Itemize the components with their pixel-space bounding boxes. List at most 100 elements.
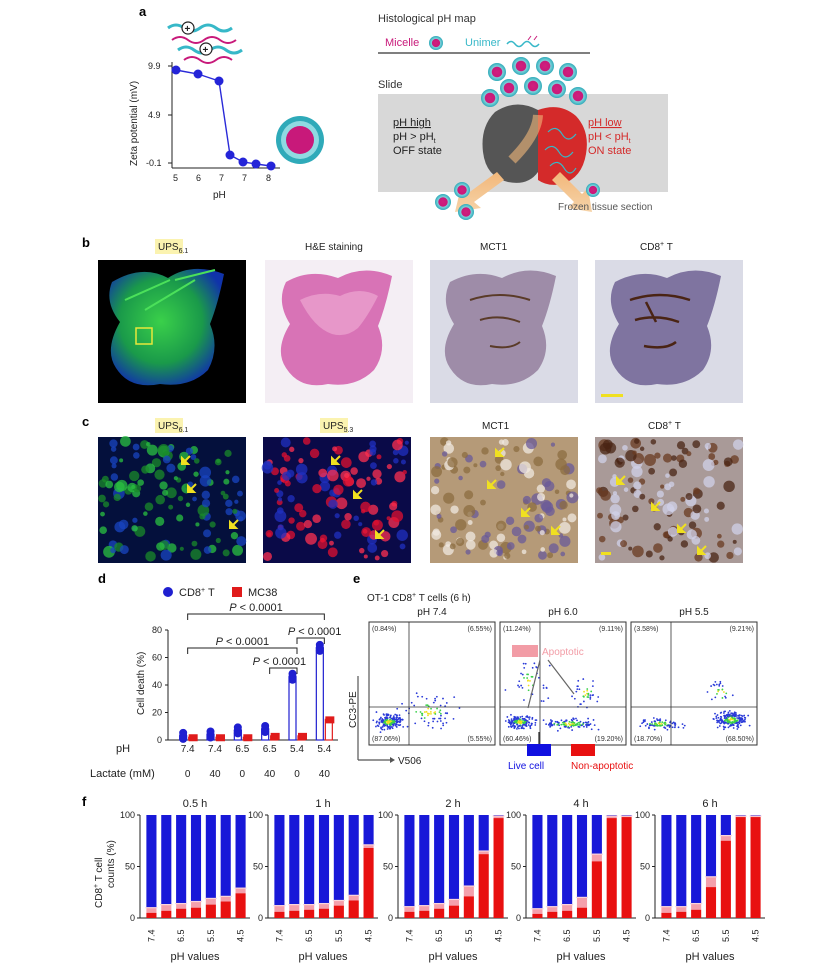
e-event-dot [586, 696, 589, 698]
f-xtick-label: 6.5 [562, 929, 572, 942]
e-event-dot [397, 718, 400, 720]
e-event-dot [442, 722, 444, 725]
c-texture-dot [496, 549, 503, 557]
f-bar-live [190, 815, 202, 902]
d-legend-mc38-label: MC38 [248, 587, 277, 599]
c-texture-dot [155, 494, 166, 505]
ph-tick-6: 6 [196, 173, 201, 183]
e-event-dot [419, 711, 422, 713]
e-ylabel: CC3-PE [348, 691, 359, 728]
c-texture-dot [225, 470, 230, 475]
e-event-dot [387, 722, 389, 725]
d-ytick-label: 0 [157, 735, 162, 745]
e-event-dot [742, 720, 745, 723]
c-texture-dot [203, 546, 212, 554]
e-event-dot [655, 722, 657, 725]
zeta-tick-4.9: 4.9 [148, 110, 161, 120]
f-bar-nonapoptotic [661, 912, 672, 918]
e-event-dot [504, 720, 507, 722]
d-ytick-label: 60 [152, 653, 162, 663]
c-texture-dot [162, 455, 171, 464]
e-quadrant-ul: (0.84%) [372, 626, 397, 633]
f-bar-live [235, 815, 246, 889]
d-bar-cd8 [315, 647, 324, 741]
f-xtick-label: 4.5 [364, 929, 374, 942]
c-texture-dot [185, 447, 193, 455]
d-ph-value: 6.5 [263, 744, 277, 755]
c-texture-dot [155, 516, 165, 526]
e-event-dot [578, 722, 581, 724]
e-event-dot [726, 721, 729, 724]
e-event-dot [736, 722, 738, 725]
c-texture-dot [402, 470, 407, 475]
e-event-dot [440, 727, 442, 730]
e-event-dot [657, 719, 660, 722]
e-event-dot [550, 722, 553, 725]
e-event-dot [744, 718, 746, 721]
e-event-dot [723, 691, 725, 693]
c-texture-dot [146, 444, 158, 456]
c-texture-dot [302, 437, 311, 445]
e-event-dot [506, 716, 509, 718]
e-event-dot [529, 725, 532, 727]
f-xtick-label: 5.5 [464, 929, 474, 942]
e-event-dot [652, 717, 655, 719]
c-texture-dot [463, 466, 471, 474]
d-lactate-value: 0 [185, 769, 191, 780]
e-event-dot [387, 713, 390, 716]
e-event-dot [379, 717, 382, 720]
c-texture-dot [280, 437, 291, 448]
c-texture-dot [334, 531, 342, 539]
e-event-dot [716, 721, 719, 724]
e-event-dot [390, 723, 393, 726]
d-sig-label: P < 0.0001 [288, 626, 342, 638]
f-bar-live [318, 815, 330, 904]
e-event-dot [573, 697, 576, 700]
e-event-dot [565, 723, 568, 726]
d-legend-cd8-marker [163, 587, 173, 597]
panel-d-letter: d [98, 571, 106, 586]
f-bar-nonapoptotic [493, 818, 504, 918]
e-event-dot [439, 712, 442, 715]
e-event-dot [429, 711, 432, 713]
e-event-dot [580, 703, 582, 706]
e-event-dot [587, 692, 590, 695]
e-event-dot [718, 721, 720, 724]
c-texture-dot [197, 504, 210, 517]
d-ph-value: 6.5 [235, 744, 249, 755]
e-event-dot [717, 716, 720, 719]
e-event-dot [385, 719, 388, 722]
e-event-dot [716, 726, 719, 729]
c-texture-dot [371, 519, 383, 531]
e-event-dot [396, 707, 399, 710]
e-event-dot [432, 720, 435, 723]
e-event-dot [575, 717, 577, 720]
c-texture-dot [555, 458, 567, 471]
c-texture-dot [193, 471, 199, 477]
e-event-dot [389, 716, 391, 719]
e-event-dot [517, 721, 520, 724]
e-event-dot [550, 721, 553, 723]
c-texture-dot [644, 454, 656, 466]
e-event-dot [568, 723, 571, 726]
e-event-dot [571, 695, 573, 698]
e-event-dot [434, 697, 436, 700]
e-event-dot [738, 717, 740, 720]
c-texture-dot [731, 523, 743, 535]
e-plot-title: pH 5.5 [679, 607, 709, 618]
c-texture-dot [360, 509, 366, 514]
e-plot-title: pH 6.0 [548, 607, 578, 618]
c-texture-dot [653, 523, 661, 531]
e-event-dot [582, 695, 585, 698]
c-texture-dot [639, 446, 645, 452]
e-event-dot [722, 712, 725, 714]
f-bar-apoptotic [591, 854, 602, 862]
f-xlabel: pH values [429, 951, 478, 963]
e-event-dot [446, 712, 449, 715]
e-event-dot [542, 700, 545, 703]
c-texture-dot [284, 480, 291, 487]
c-texture-dot [547, 552, 554, 559]
f-panel-title: 6 h [702, 798, 717, 810]
e-event-dot [413, 704, 416, 707]
e-event-dot [582, 700, 585, 703]
